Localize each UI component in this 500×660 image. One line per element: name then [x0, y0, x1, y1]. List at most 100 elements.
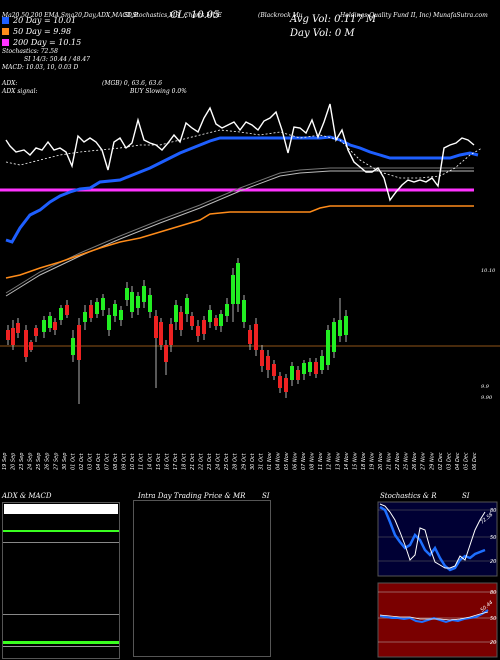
candle-body [159, 322, 163, 345]
price-label-mid2: 9.90 [481, 395, 493, 401]
header-line1-right: (Blackrock Mu [258, 12, 303, 19]
date-tick: 27 Nov [421, 451, 427, 470]
date-tick: 06 Nov [293, 451, 299, 470]
adx-label: ADX: [2, 80, 18, 87]
candle-body [272, 364, 276, 376]
date-tick: 15 Nov [352, 451, 358, 470]
date-tick: 07 Nov [301, 451, 307, 470]
date-tick: 29 Nov [429, 451, 435, 470]
candle-body [130, 292, 134, 312]
date-tick: 30 Sep [62, 453, 68, 470]
date-tick: 07 Oct [105, 452, 111, 470]
candle-body [136, 296, 140, 308]
date-tick: 08 Oct [113, 452, 119, 470]
candle-body [95, 302, 99, 314]
stoch-k-line [379, 505, 486, 572]
si-tick-80: 80 [490, 590, 496, 596]
date-tick: 11 Nov [318, 451, 324, 470]
macd-readout: MACD: 10.03, 10, 0.03 D [2, 64, 79, 71]
stoch-d-line [379, 503, 486, 569]
ma20-swatch [2, 17, 9, 24]
candle-body [242, 300, 246, 322]
candle-body [231, 275, 235, 304]
candle-body [344, 316, 348, 335]
date-tick: 01 Nov [267, 451, 273, 470]
header-line1-left: Ma20,50,200 EMA,Sma20,Day,ADX,MACD,B [2, 12, 139, 19]
date-tick: 14 Oct [147, 452, 153, 470]
price-label-mid1: 9.9 [481, 384, 489, 390]
legend-ma200: 200 Day = 10.15 [2, 38, 81, 47]
adx-values: (MGB) 0, 63.6, 63.6 [102, 80, 163, 87]
date-tick: 22 Nov [395, 451, 401, 470]
candle-body [148, 295, 152, 312]
date-tick: 17 Oct [173, 452, 179, 470]
date-tick: 25 Oct [224, 452, 230, 470]
candle-body [59, 308, 63, 320]
ma20-layer [5, 135, 479, 244]
candle-body [196, 326, 200, 336]
macd-lower-line [3, 614, 119, 615]
date-tick: 18 Nov [361, 451, 367, 470]
date-tick: 31 Oct [258, 452, 264, 470]
candle-body [77, 325, 81, 360]
day-volume-label: Day Vol: 0 M [290, 28, 355, 39]
date-tick: 21 Oct [190, 452, 196, 470]
price-chart: 19 Sep 20 Sep 23 Sep 24 Sep 25 Sep 26 Sep 27 S… [0, 103, 500, 470]
candle-body [6, 330, 10, 340]
grey-line-2 [5, 170, 474, 297]
close-line [5, 103, 475, 202]
candle-body [125, 288, 129, 300]
candle-body [208, 310, 212, 322]
date-tick: 19 Sep [2, 453, 8, 470]
legend-ma200-label: 200 Day = 10.15 [13, 38, 82, 47]
header-line1-mid2: Charts MUE [184, 12, 222, 19]
date-tick: 26 Sep [45, 453, 51, 470]
candle-body [190, 316, 194, 326]
candle-body [53, 322, 57, 330]
date-tick: 29 Oct [241, 452, 247, 470]
date-tick: 02 Oct [79, 452, 85, 470]
date-tick: 04 Dec [455, 452, 461, 470]
legend-ma50: 50 Day = 9.98 [2, 27, 71, 36]
date-tick: 11 Oct [139, 452, 145, 470]
candle-body [332, 322, 336, 352]
candle-body [185, 298, 189, 314]
date-tick: 23 Oct [207, 452, 213, 470]
stoch-bg [377, 501, 498, 577]
ma50-swatch [2, 28, 9, 35]
date-tick: 26 Nov [412, 451, 418, 470]
candle-body [16, 323, 20, 333]
date-tick: 09 Oct [122, 452, 128, 470]
date-tick: 10 Oct [130, 452, 136, 470]
dates-layer: 19 Sep 20 Sep 23 Sep 24 Sep 25 Sep 26 Sep 27 S… [2, 451, 478, 470]
candle-body [48, 316, 52, 328]
candle-body [142, 286, 146, 302]
candle-body [296, 370, 300, 380]
candle-body [278, 376, 282, 388]
candle-body [34, 328, 38, 336]
adx-green-line [3, 530, 119, 532]
candle-body [254, 324, 258, 350]
date-tick: 21 Nov [387, 451, 393, 470]
candle-body [214, 318, 218, 326]
dotted-layer [5, 129, 483, 179]
stoch-tick-80: 80 [490, 508, 496, 514]
candle-body [248, 330, 252, 344]
macd-green-bar [3, 641, 119, 644]
candle-body [290, 366, 294, 380]
candle-body [101, 298, 105, 310]
date-tick: 01 Oct [70, 452, 76, 470]
legend-ma20: 20 Day = 10.01 [2, 16, 76, 25]
adx-panel-title: ADX & MACD [2, 492, 52, 500]
candle-body [71, 338, 75, 355]
candle-body [302, 363, 306, 374]
date-tick: 05 Dec [463, 452, 469, 470]
date-tick: 05 Nov [284, 451, 290, 470]
grey-line-1 [5, 167, 474, 294]
date-tick: 15 Oct [156, 452, 162, 470]
avg-volume-label: Avg Vol: 0.117 M [290, 14, 377, 25]
date-tick: 14 Nov [344, 451, 350, 470]
date-tick: 18 Oct [181, 452, 187, 470]
dotted-line [5, 129, 483, 179]
candle-body [284, 378, 288, 392]
